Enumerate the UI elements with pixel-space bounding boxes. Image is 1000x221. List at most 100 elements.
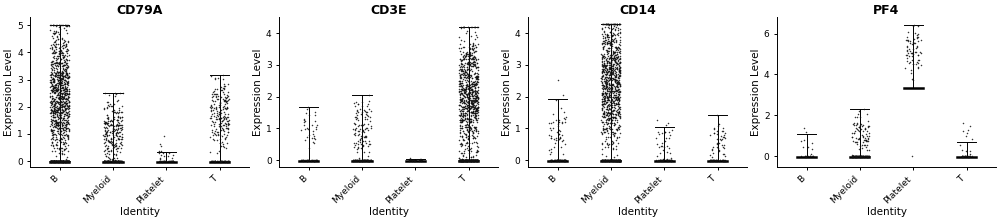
Point: [454, 58, 470, 61]
Point: [609, 110, 625, 114]
Point: [54, 78, 70, 81]
Point: [596, 61, 612, 65]
Point: [598, 69, 614, 73]
Point: [158, 159, 174, 163]
Point: [457, 123, 473, 126]
Point: [464, 87, 480, 90]
Point: [455, 25, 471, 29]
Point: [599, 158, 615, 162]
Point: [957, 154, 973, 158]
Point: [465, 47, 481, 51]
Point: [604, 158, 620, 162]
Point: [57, 106, 73, 110]
Point: [456, 57, 472, 60]
Point: [57, 159, 73, 163]
Point: [301, 158, 317, 161]
Point: [46, 159, 62, 162]
Point: [104, 123, 120, 126]
Point: [467, 65, 483, 68]
Point: [859, 139, 875, 142]
Point: [110, 123, 126, 126]
Point: [42, 111, 58, 115]
Point: [109, 122, 125, 126]
Point: [352, 158, 368, 161]
Point: [603, 89, 619, 92]
Point: [53, 160, 69, 163]
Point: [598, 101, 614, 104]
Point: [347, 122, 363, 126]
Point: [609, 118, 625, 122]
Point: [456, 114, 472, 117]
Point: [458, 158, 474, 162]
Point: [52, 159, 68, 163]
Point: [53, 90, 69, 93]
Point: [51, 102, 67, 106]
Point: [105, 160, 121, 163]
Point: [353, 159, 369, 162]
Point: [610, 111, 626, 114]
Point: [464, 102, 480, 105]
Point: [206, 89, 222, 93]
Point: [48, 87, 64, 91]
Point: [955, 155, 971, 158]
Point: [49, 86, 65, 90]
Point: [57, 159, 73, 163]
Point: [605, 70, 621, 74]
Point: [459, 159, 475, 162]
Point: [112, 91, 128, 95]
Point: [606, 84, 622, 88]
Point: [600, 80, 616, 83]
Point: [52, 28, 68, 31]
Point: [307, 159, 323, 162]
Point: [599, 60, 615, 63]
Point: [55, 76, 71, 80]
Point: [462, 121, 478, 124]
Point: [49, 160, 65, 163]
Point: [110, 127, 126, 130]
Point: [107, 159, 123, 163]
Point: [612, 158, 628, 161]
Point: [612, 31, 628, 35]
Point: [98, 159, 114, 162]
Point: [461, 63, 477, 67]
Point: [44, 96, 60, 100]
Point: [457, 90, 473, 94]
Point: [597, 158, 613, 162]
Point: [103, 139, 119, 143]
Point: [44, 123, 60, 127]
Point: [595, 111, 611, 114]
Point: [611, 22, 627, 25]
Point: [58, 159, 74, 163]
Point: [50, 37, 66, 41]
Point: [47, 98, 63, 101]
Point: [54, 137, 70, 141]
Point: [464, 87, 480, 91]
Point: [611, 93, 627, 97]
Point: [597, 158, 613, 162]
Point: [462, 96, 478, 100]
Point: [850, 113, 866, 116]
Point: [550, 158, 566, 162]
Point: [152, 156, 168, 159]
Point: [48, 24, 64, 27]
Point: [56, 128, 72, 132]
Point: [954, 149, 970, 152]
Point: [651, 145, 667, 149]
Point: [48, 110, 64, 114]
Point: [462, 50, 478, 54]
Point: [452, 118, 468, 122]
Point: [212, 100, 228, 104]
Point: [51, 123, 67, 127]
Point: [606, 99, 622, 103]
Point: [100, 128, 116, 131]
Point: [61, 160, 77, 163]
Point: [459, 66, 475, 69]
Point: [612, 131, 628, 135]
Point: [61, 159, 77, 163]
Point: [596, 111, 612, 115]
Point: [456, 107, 472, 111]
Point: [54, 36, 70, 40]
Point: [609, 159, 625, 162]
Point: [850, 128, 866, 132]
Point: [113, 110, 129, 114]
